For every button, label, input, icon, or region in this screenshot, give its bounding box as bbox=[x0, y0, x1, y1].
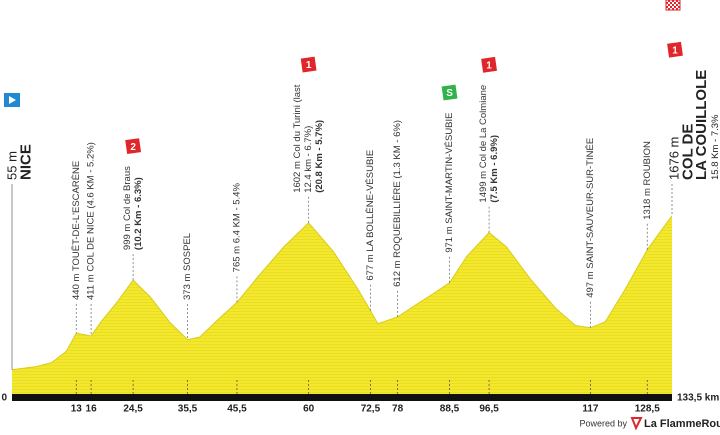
brand-logo bbox=[630, 417, 643, 431]
climb-badge bbox=[441, 84, 458, 101]
waypoint-label: (7.5 Km - 6.9%) bbox=[489, 135, 500, 203]
badge-label: 1 bbox=[306, 60, 312, 71]
waypoint-label: 999 m Col de Braus bbox=[122, 166, 133, 250]
waypoint-label: 373 m SOSPEL bbox=[182, 233, 193, 300]
badge-label: S bbox=[446, 88, 453, 99]
x-tick-label: 72,5 bbox=[361, 404, 381, 415]
waypoint-label: (10.2 Km - 6.3%) bbox=[133, 177, 144, 250]
x-tick-label: 0 bbox=[1, 393, 7, 404]
badge-label: 2 bbox=[130, 142, 136, 153]
climb-badge bbox=[300, 56, 317, 73]
x-tick-label: 13 bbox=[71, 404, 83, 415]
brand-name: La FlammeRouge bbox=[644, 418, 720, 430]
waypoint-label: 612 m ROQUEBILLIÈRE (1.3 KM - 6%) bbox=[392, 120, 403, 287]
distance-bar bbox=[12, 394, 672, 401]
x-tick-label: 128,5 bbox=[635, 404, 660, 415]
climb-badge bbox=[125, 138, 142, 155]
waypoint-label: 497 m SAINT-SAUVEUR-SUR-TINÉE bbox=[585, 138, 596, 298]
waypoint-label: 971 m SAINT-MARTIN-VÉSUBIE bbox=[444, 113, 455, 253]
waypoint-name: LA COUILLOLE bbox=[693, 70, 710, 180]
x-tick-label: 24,5 bbox=[123, 404, 143, 415]
waypoint-label: 1499 m Col de La Colmiane bbox=[478, 85, 489, 203]
waypoint-name: 1676 m bbox=[666, 137, 681, 180]
start-icon bbox=[4, 93, 20, 107]
finish-flag bbox=[665, 0, 681, 11]
x-tick-label: 88,5 bbox=[440, 404, 460, 415]
x-tick-label: 133,5 km bbox=[677, 393, 719, 404]
x-tick-label: 117 bbox=[582, 404, 599, 415]
profile-stripes bbox=[12, 215, 672, 394]
badge-label: 1 bbox=[672, 45, 678, 56]
waypoint-label: 1602 m Col du Turini (last bbox=[292, 84, 303, 193]
x-tick-label: 78 bbox=[392, 404, 404, 415]
x-tick-label: 60 bbox=[303, 404, 315, 415]
powered-by: Powered by bbox=[579, 418, 627, 428]
waypoint-name: COL DE bbox=[679, 124, 696, 180]
waypoint-name: NICE bbox=[17, 144, 34, 180]
x-tick-label: 16 bbox=[86, 404, 98, 415]
x-tick-label: 35,5 bbox=[178, 404, 198, 415]
x-tick-label: 45,5 bbox=[227, 404, 247, 415]
badge-label: 1 bbox=[486, 60, 492, 71]
waypoint-label: (20.8 Km - 5.7%) bbox=[314, 120, 325, 193]
climb-badge bbox=[667, 41, 683, 58]
waypoint-label: 765 m 6.4 KM - 5.4% bbox=[231, 183, 242, 273]
waypoint-label: 12.4 km - 6.7%) bbox=[303, 126, 314, 193]
climb-badge bbox=[481, 56, 497, 73]
x-tick-label: 96,5 bbox=[479, 404, 499, 415]
waypoint-label: 411 m COL DE NICE (4.6 KM - 5.2%) bbox=[86, 142, 97, 300]
profile-line bbox=[11, 215, 673, 371]
waypoint-label: 677 m LA BOLLÈNE-VÉSUBIE bbox=[365, 150, 376, 281]
waypoint-name: 15.8 Km - 7.3% bbox=[710, 114, 720, 180]
waypoint-name: 55 m bbox=[4, 151, 19, 180]
waypoint-label: 440 m TOUËT-DE-L'ESCARÈNE bbox=[71, 161, 82, 300]
waypoint-label: 1318 m ROUBION bbox=[642, 141, 653, 220]
